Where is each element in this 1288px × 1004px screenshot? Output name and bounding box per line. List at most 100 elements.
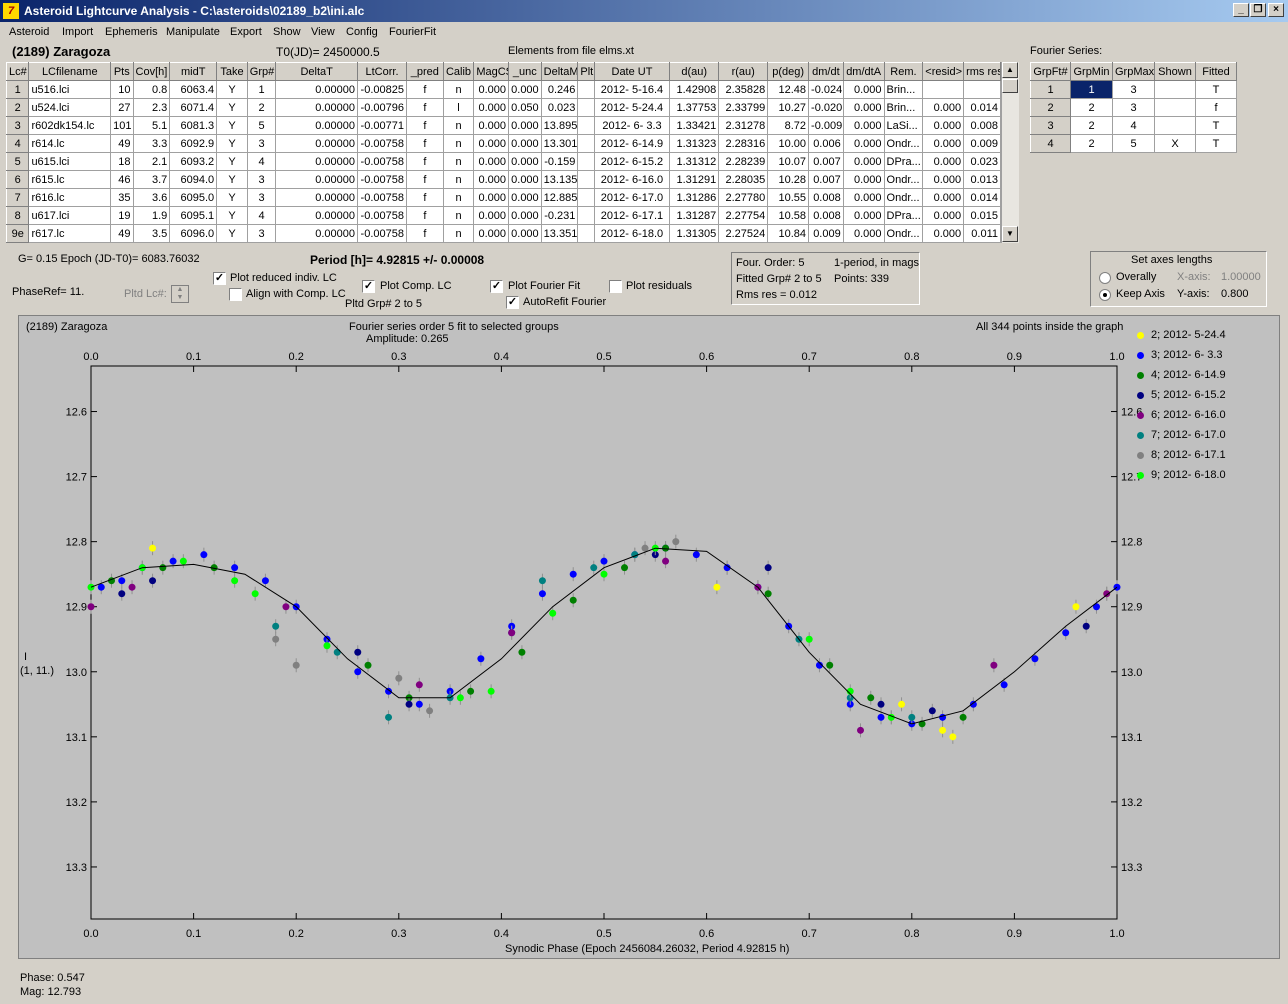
lc-cell[interactable]: 0.00000 — [275, 188, 358, 207]
yaxis-value[interactable]: 0.800 — [1221, 288, 1249, 300]
lc-cell[interactable]: 10.00 — [767, 134, 810, 153]
lc-cell[interactable]: 0.008 — [963, 116, 1001, 135]
lc-cell[interactable]: 5.1 — [132, 116, 171, 135]
lc-cell[interactable]: 6096.0 — [169, 224, 218, 243]
align-comp-checkbox[interactable] — [229, 288, 242, 301]
lc-cell[interactable]: 13.301 — [540, 134, 579, 153]
lc-row-header[interactable]: 5 — [5, 152, 30, 171]
lc-cell[interactable]: 0.008 — [808, 206, 844, 225]
fourier-cell[interactable] — [1154, 80, 1196, 99]
lc-column-header[interactable]: midT — [169, 62, 218, 81]
lc-cell[interactable]: Y — [216, 170, 248, 189]
plot-reduced-checkbox[interactable]: ✓ — [213, 272, 226, 285]
lc-cell[interactable]: 4 — [246, 206, 277, 225]
lc-cell[interactable]: r602dk154.lc — [28, 116, 112, 135]
lc-cell[interactable]: f — [405, 80, 444, 99]
lc-cell[interactable]: -0.020 — [808, 98, 844, 117]
lc-cell[interactable]: 6093.2 — [169, 152, 218, 171]
lc-cell[interactable]: 27 — [110, 98, 134, 117]
lc-cell[interactable]: 0.000 — [508, 224, 542, 243]
fourier-cell[interactable]: X — [1154, 134, 1196, 153]
menu-asteroid[interactable]: Asteroid — [9, 26, 50, 38]
lc-cell[interactable]: 2012- 6-15.2 — [593, 152, 671, 171]
lc-cell[interactable]: 0.000 — [922, 206, 965, 225]
restore-button[interactable]: ❐ — [1250, 3, 1266, 17]
lc-cell[interactable]: 2.28239 — [718, 152, 769, 171]
lc-cell[interactable]: n — [442, 224, 475, 243]
lc-cell[interactable]: 3 — [246, 134, 277, 153]
lc-cell[interactable]: LaSi... — [883, 116, 924, 135]
lc-column-header[interactable]: Cov[h] — [132, 62, 171, 81]
scroll-down-icon[interactable]: ▼ — [1002, 226, 1018, 242]
lc-cell[interactable]: 1.31323 — [669, 134, 720, 153]
lc-column-header[interactable]: <resid> — [922, 62, 965, 81]
lc-cell[interactable]: 0.000 — [842, 224, 885, 243]
lc-cell[interactable]: 2 — [246, 98, 277, 117]
lc-cell[interactable]: f — [405, 188, 444, 207]
lc-row-header[interactable]: 6 — [5, 170, 30, 189]
lc-row-header[interactable]: 4 — [5, 134, 30, 153]
lc-cell[interactable]: 1.31305 — [669, 224, 720, 243]
lc-cell[interactable]: u615.lci — [28, 152, 112, 171]
lc-cell[interactable]: 0.000 — [508, 170, 542, 189]
menu-show[interactable]: Show — [273, 26, 301, 38]
lc-cell[interactable]: 0.246 — [540, 80, 579, 99]
lc-cell[interactable]: f — [405, 116, 444, 135]
menu-config[interactable]: Config — [346, 26, 378, 38]
keep-axis-radio[interactable] — [1099, 289, 1111, 301]
lc-cell[interactable]: 1.42908 — [669, 80, 720, 99]
lc-cell[interactable]: 2.31278 — [718, 116, 769, 135]
lc-cell[interactable]: Y — [216, 134, 248, 153]
plot-comp-checkbox[interactable]: ✓ — [362, 280, 375, 293]
lc-cell[interactable]: 2.28035 — [718, 170, 769, 189]
fourier-row-header[interactable]: 2 — [1030, 98, 1071, 117]
lc-cell[interactable]: -0.00758 — [357, 134, 407, 153]
lc-row-header[interactable]: 1 — [5, 80, 30, 99]
lc-cell[interactable]: 10.58 — [767, 206, 810, 225]
lc-cell[interactable]: -0.00796 — [357, 98, 407, 117]
lc-cell[interactable]: 0.000 — [508, 134, 542, 153]
lc-cell[interactable]: 0.000 — [473, 188, 510, 207]
lc-cell[interactable]: 0.009 — [963, 134, 1001, 153]
lc-cell[interactable]: 1.37753 — [669, 98, 720, 117]
lc-cell[interactable]: -0.009 — [808, 116, 844, 135]
lc-cell[interactable]: 0.00000 — [275, 152, 358, 171]
lc-cell[interactable]: f — [405, 224, 444, 243]
fourier-cell[interactable]: 3 — [1112, 98, 1155, 117]
lc-table-row[interactable]: 4 r614.lc 49 3.3 6092.9 Y 3 0.00000 -0.00758 f n 0.… — [5, 134, 1001, 153]
fourier-cell[interactable] — [1154, 116, 1196, 135]
lc-cell[interactable]: r617.lc — [28, 224, 112, 243]
menu-export[interactable]: Export — [230, 26, 262, 38]
lc-cell[interactable]: Ondr... — [883, 188, 924, 207]
lc-cell[interactable]: 0.8 — [132, 80, 171, 99]
lc-cell[interactable]: 49 — [110, 134, 134, 153]
lc-cell[interactable]: Y — [216, 188, 248, 207]
lc-cell[interactable]: 0.00000 — [275, 116, 358, 135]
lc-cell[interactable]: 1.31312 — [669, 152, 720, 171]
lc-cell[interactable]: Y — [216, 152, 248, 171]
lc-cell[interactable]: 35 — [110, 188, 134, 207]
lc-column-header[interactable]: Plt — [577, 62, 595, 81]
lc-cell[interactable]: 101 — [110, 116, 134, 135]
lc-cell[interactable]: 0.000 — [508, 152, 542, 171]
lc-cell[interactable]: 0.000 — [842, 170, 885, 189]
lc-cell[interactable]: 0.000 — [473, 170, 510, 189]
lc-cell[interactable]: 1.9 — [132, 206, 171, 225]
close-button[interactable]: × — [1268, 3, 1284, 17]
lc-cell[interactable]: 2.3 — [132, 98, 171, 117]
lightcurve-chart[interactable]: 0.0 0.0 0.1 0.1 0.2 0.2 0.3 0.3 0.4 0.4 0.5 0.5 0.6 0… — [19, 316, 1279, 958]
lc-column-header[interactable]: dm/dt — [808, 62, 844, 81]
lc-cell[interactable]: n — [442, 116, 475, 135]
lc-cell[interactable] — [577, 224, 595, 243]
fourier-column-header[interactable]: GrpMin — [1070, 62, 1113, 81]
lc-cell[interactable]: 2.27754 — [718, 206, 769, 225]
lc-cell[interactable]: 6094.0 — [169, 170, 218, 189]
lc-table-row[interactable]: 5 u615.lci 18 2.1 6093.2 Y 4 0.00000 -0.00758 f n 0… — [5, 152, 1001, 171]
lc-cell[interactable]: 3 — [246, 224, 277, 243]
fourier-cell[interactable]: 1 — [1070, 80, 1113, 99]
lc-cell[interactable]: f — [405, 206, 444, 225]
lc-cell[interactable]: Y — [216, 98, 248, 117]
lc-column-header[interactable]: d(au) — [669, 62, 720, 81]
lc-cell[interactable]: 46 — [110, 170, 134, 189]
lc-cell[interactable]: 2.28316 — [718, 134, 769, 153]
